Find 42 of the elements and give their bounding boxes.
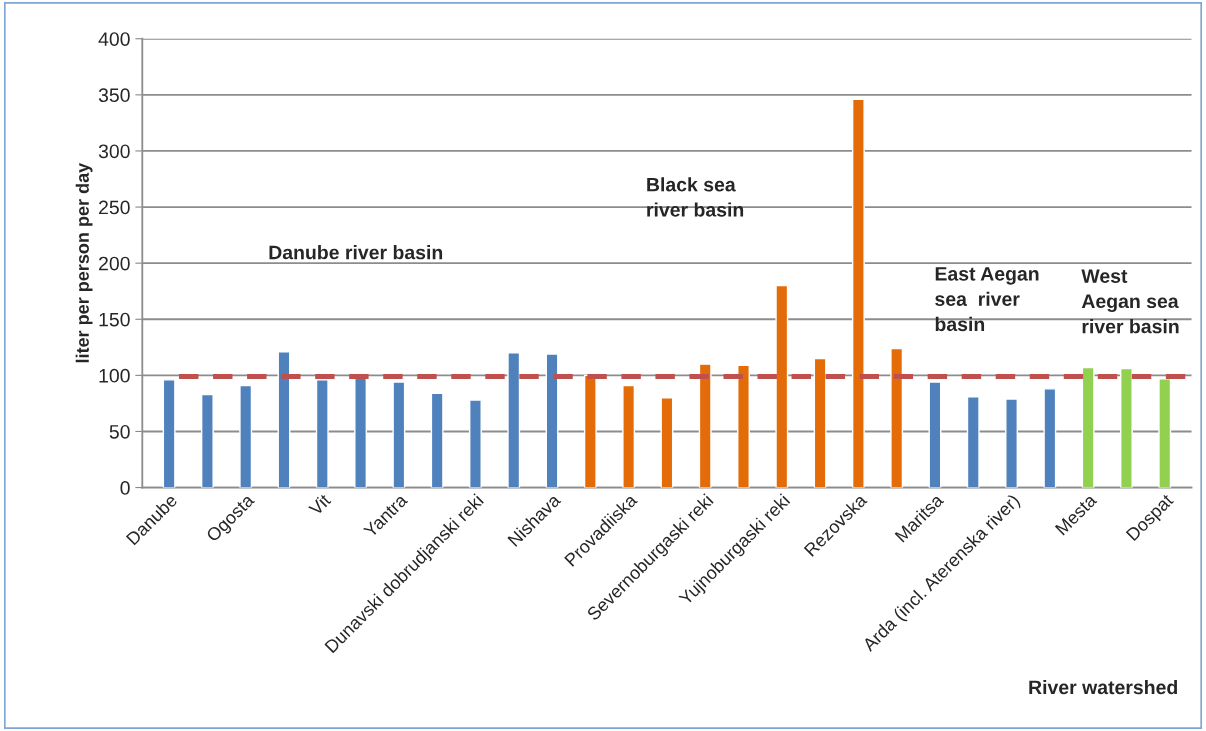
x-axis-title: River watershed xyxy=(1029,679,1177,695)
bar xyxy=(430,392,444,488)
bar xyxy=(890,347,904,488)
bar xyxy=(813,357,827,488)
bar xyxy=(469,399,482,488)
bar xyxy=(698,363,712,488)
annotation: East Aegan sea river basin xyxy=(935,267,1039,332)
bar xyxy=(851,98,865,488)
y-tick-label: 150 xyxy=(99,312,130,327)
y-tick-label: 250 xyxy=(99,200,130,215)
bar xyxy=(507,352,521,488)
bar xyxy=(583,374,597,488)
bar xyxy=(1081,366,1095,488)
bar xyxy=(737,364,750,488)
bar xyxy=(315,379,329,488)
y-axis-title: liter per person per day xyxy=(75,162,93,363)
y-tick-label: 100 xyxy=(99,368,130,383)
y-tick-label: 200 xyxy=(99,256,130,271)
bar xyxy=(392,381,406,488)
bar xyxy=(277,351,291,488)
x-tick-label: Vit xyxy=(307,492,332,517)
bar xyxy=(966,395,980,488)
y-tick-label: 50 xyxy=(109,424,130,439)
bar xyxy=(1043,388,1057,488)
bar xyxy=(1119,367,1133,488)
y-tick-label: 0 xyxy=(120,481,130,495)
bar xyxy=(660,397,674,488)
bar xyxy=(1158,378,1172,488)
bar xyxy=(1005,398,1018,488)
annotation: West Aegan sea river basin xyxy=(1081,269,1179,334)
bar xyxy=(162,379,176,488)
y-tick-label: 400 xyxy=(98,32,130,46)
y-tick-label: 350 xyxy=(98,88,130,103)
bar xyxy=(200,393,214,488)
bar xyxy=(775,284,789,488)
bar xyxy=(622,384,636,488)
annotation: Black sea river basin xyxy=(647,177,744,217)
bar xyxy=(239,384,253,488)
annotation: Danube river basin xyxy=(269,245,443,260)
bar xyxy=(928,381,942,488)
bar xyxy=(545,353,559,488)
y-tick-label: 300 xyxy=(98,144,130,159)
